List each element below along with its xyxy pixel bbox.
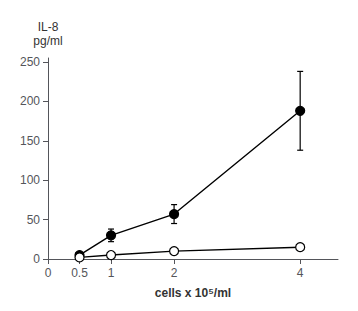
svg-text:100: 100 bbox=[20, 173, 40, 187]
svg-text:cells x 10⁵/ml: cells x 10⁵/ml bbox=[155, 286, 231, 300]
svg-text:2: 2 bbox=[171, 266, 178, 280]
svg-text:IL-8: IL-8 bbox=[38, 20, 59, 34]
svg-text:4: 4 bbox=[297, 266, 304, 280]
svg-text:50: 50 bbox=[27, 213, 41, 227]
svg-text:1: 1 bbox=[108, 266, 115, 280]
svg-text:0: 0 bbox=[33, 252, 40, 266]
svg-text:0.5: 0.5 bbox=[71, 266, 88, 280]
svg-text:200: 200 bbox=[20, 94, 40, 108]
svg-text:250: 250 bbox=[20, 55, 40, 69]
svg-text:pg/ml: pg/ml bbox=[33, 34, 62, 48]
svg-text:150: 150 bbox=[20, 134, 40, 148]
svg-text:0: 0 bbox=[45, 266, 52, 280]
